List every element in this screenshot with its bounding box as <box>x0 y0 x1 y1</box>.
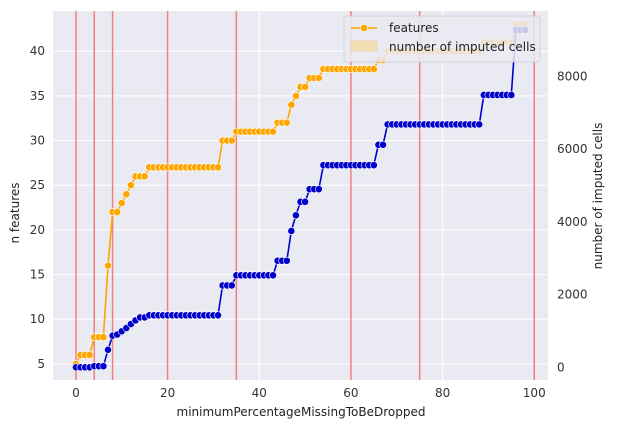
y-right-tick-label: 4000 <box>557 215 588 229</box>
features-point <box>287 100 296 109</box>
y-right-tick-label: 2000 <box>557 288 588 302</box>
imputed-cells-point <box>227 281 236 290</box>
imputed-cells-point <box>314 185 323 194</box>
imputed-cells-point <box>214 311 222 320</box>
legend-imputed-swatch <box>350 40 378 52</box>
imputed-cells-point <box>379 140 387 149</box>
features-point <box>140 172 149 181</box>
features-point <box>113 208 122 216</box>
x-tick-label: 80 <box>435 386 450 400</box>
legend-imputed-label: number of imputed cells <box>389 40 536 54</box>
x-axis-label: minimumPercentageMissingToBeDropped <box>177 405 426 419</box>
features-point <box>301 83 309 91</box>
imputed-cells-point <box>287 227 296 235</box>
legend: features number of imputed cells <box>343 15 541 63</box>
imputed-cells-point <box>301 197 309 206</box>
imputed-cells-point <box>282 256 291 265</box>
imputed-cells-point <box>369 161 378 170</box>
y-left-tick-label: 5 <box>37 357 45 371</box>
legend-box <box>343 15 541 63</box>
imputed-cells-point <box>99 362 108 371</box>
y-left-tick-label: 15 <box>30 268 45 282</box>
imputed-cells-point <box>475 120 484 129</box>
x-tick-label: 0 <box>72 386 80 400</box>
y-left-tick-label: 35 <box>30 89 45 103</box>
imputed-cells-point <box>292 211 300 220</box>
legend-features-marker <box>360 24 368 32</box>
x-tick-label: 40 <box>252 386 267 400</box>
legend-features-label: features <box>389 21 439 35</box>
imputed-cells-point <box>104 345 112 354</box>
y-right-tick-label: 0 <box>557 360 565 374</box>
features-point <box>369 65 378 73</box>
y-right-tick-label: 8000 <box>557 69 588 83</box>
x-tick-label: 20 <box>160 386 175 400</box>
y-left-tick-label: 20 <box>30 223 45 237</box>
tick-labels: 0 20 40 60 80 100 5 10 15 20 25 30 35 40 0 2000 4000 6000… <box>30 44 588 400</box>
features-point <box>117 199 126 207</box>
y-left-tick-label: 40 <box>30 44 45 58</box>
features-point <box>127 181 135 190</box>
y-axis-right-label: number of imputed cells <box>591 123 605 270</box>
features-point <box>104 261 112 270</box>
y-left-tick-label: 25 <box>30 178 45 192</box>
y-left-tick-label: 30 <box>30 134 45 148</box>
features-point <box>282 118 291 127</box>
features-point <box>292 91 300 100</box>
features-point <box>99 333 108 342</box>
x-tick-label: 100 <box>523 386 546 400</box>
y-axis-left-label: n features <box>8 183 22 244</box>
imputed-cells-point <box>507 91 516 99</box>
x-tick-label: 60 <box>343 386 358 400</box>
reference-lines <box>75 11 535 380</box>
features-point <box>85 351 94 359</box>
features-point <box>269 127 277 136</box>
features-point <box>314 74 323 82</box>
features-point <box>122 190 131 199</box>
y-right-tick-label: 6000 <box>557 142 588 156</box>
imputed-cells-point <box>269 271 277 280</box>
features-point <box>214 163 222 172</box>
features-point <box>227 136 236 145</box>
y-left-tick-label: 10 <box>30 312 45 326</box>
